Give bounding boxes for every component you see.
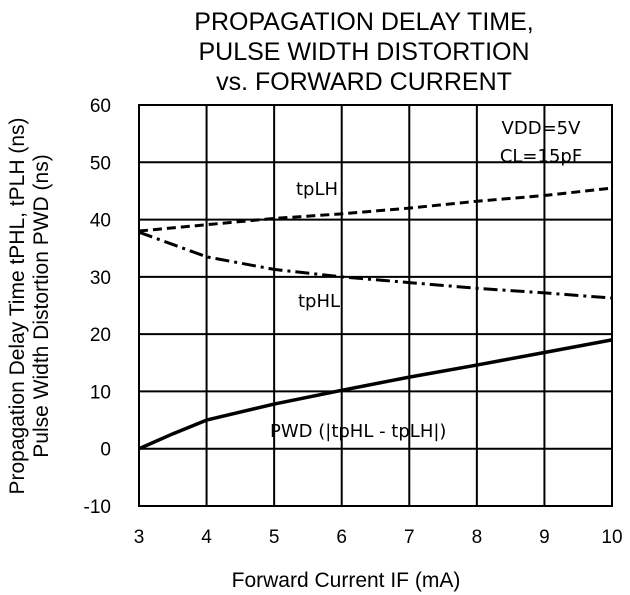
series-label-pwd: PWD (|tpHL - tpLH|) [270, 421, 446, 442]
y-axis-label-line-1: Propagation Delay Time tPHL, tPLH (ns) [6, 118, 29, 495]
conditions-box: VDD=5V CL=15pF [500, 118, 582, 167]
condition-vdd: VDD=5V [502, 118, 582, 139]
series-label-tphl: tpHL [298, 291, 340, 312]
x-tick-label: 8 [472, 527, 483, 548]
x-tick-label: 9 [539, 527, 550, 548]
y-tick-label: -10 [84, 497, 111, 518]
plot-frame [138, 104, 613, 507]
series-line-tphl [138, 230, 613, 300]
x-tick-label: 6 [336, 527, 347, 548]
chart-title: PROPAGATION DELAY TIME, PULSE WIDTH DIST… [194, 8, 533, 96]
x-tick-labels: 3 4 5 6 7 8 9 10 [134, 527, 623, 548]
title-line-3: vs. FORWARD CURRENT [216, 68, 512, 96]
x-tick-label: 7 [404, 527, 415, 548]
title-line-1: PROPAGATION DELAY TIME, [194, 8, 533, 36]
y-tick-label: 0 [100, 440, 111, 461]
y-tick-labels: 60 50 40 30 20 10 0 -10 [84, 96, 111, 518]
series-line-tplh [138, 186, 613, 233]
y-tick-label: 10 [90, 382, 111, 403]
series-layer [138, 186, 613, 451]
condition-cl: CL=15pF [500, 146, 582, 167]
x-axis-label: Forward Current IF (mA) [232, 569, 461, 592]
y-tick-label: 50 [90, 153, 111, 174]
y-tick-label: 30 [90, 268, 111, 289]
y-tick-label: 40 [90, 211, 111, 232]
grid [138, 104, 613, 507]
series-line-pwd [138, 338, 613, 451]
title-line-2: PULSE WIDTH DISTORTION [198, 38, 529, 66]
series-label-tplh: tpLH [296, 179, 338, 200]
x-tick-label: 10 [601, 527, 622, 548]
y-tick-label: 60 [90, 96, 111, 117]
y-tick-label: 20 [90, 325, 111, 346]
x-tick-label: 3 [134, 527, 145, 548]
x-tick-label: 5 [269, 527, 280, 548]
x-tick-label: 4 [201, 527, 212, 548]
y-axis-label-line-2: Pulse Width Distortion PWD (ns) [30, 154, 53, 457]
